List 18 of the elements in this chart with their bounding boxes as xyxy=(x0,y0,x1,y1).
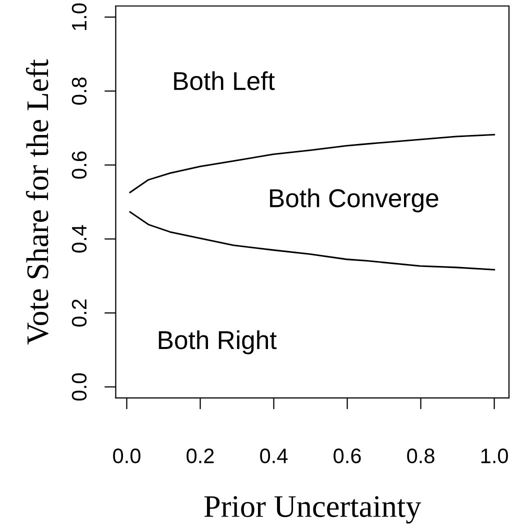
x-tick-label: 0.6 xyxy=(334,448,361,464)
annotation: Both Right xyxy=(158,330,277,354)
x-tick-label: 0.8 xyxy=(407,448,434,464)
x-axis-title: Prior Uncertainty xyxy=(204,496,422,524)
y-tick-label: 0.2 xyxy=(72,299,87,327)
annotation: Both Converge xyxy=(270,188,438,212)
y-tick-label: 0.6 xyxy=(72,151,87,179)
x-tick-label: 0.2 xyxy=(186,448,214,464)
y-tick-label: 0.4 xyxy=(72,225,87,253)
x-tick-label: 0.0 xyxy=(113,448,140,464)
y-tick-label: 0.0 xyxy=(72,373,87,401)
x-tick-label: 1.0 xyxy=(481,448,508,464)
y-tick-label: 1.0 xyxy=(72,3,87,30)
line-series xyxy=(129,211,496,270)
y-axis-title: Vote Share for the Left xyxy=(26,59,48,345)
y-tick-label: 0.8 xyxy=(72,77,87,105)
annotation: Both Left xyxy=(174,71,275,90)
x-tick-label: 0.4 xyxy=(260,448,288,464)
